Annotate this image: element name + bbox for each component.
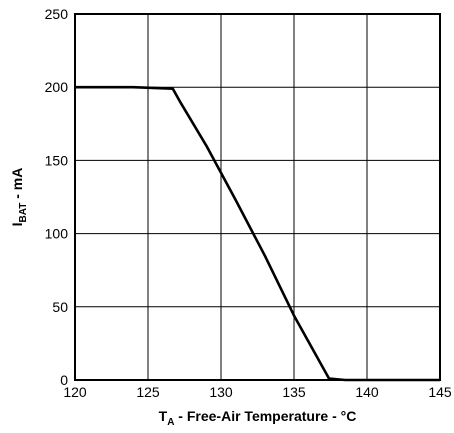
x-tick-label: 135 (282, 384, 306, 400)
y-tick-labels: 0 50 100 150 200 250 (45, 6, 69, 388)
x-tick-label: 145 (428, 384, 452, 400)
x-tick-label: 130 (209, 384, 233, 400)
series-line (75, 85, 440, 382)
x-tick-label: 140 (355, 384, 379, 400)
y-tick-label: 0 (60, 372, 68, 388)
y-tick-label: 200 (45, 79, 69, 95)
y-tick-label: 100 (45, 226, 69, 242)
y-tick-label: 250 (45, 6, 69, 22)
x-tick-labels: 120 125 130 135 140 145 (63, 384, 452, 400)
y-tick-label: 150 (45, 152, 69, 168)
grid (74, 13, 441, 381)
x-tick-label: 120 (63, 384, 87, 400)
x-tick-label: 125 (136, 384, 160, 400)
y-tick-label: 50 (52, 299, 68, 315)
plot-frame (74, 13, 441, 381)
y-axis-title: IBAT - mA (9, 168, 29, 227)
x-axis-title: TA - Free-Air Temperature - °C (159, 408, 357, 428)
